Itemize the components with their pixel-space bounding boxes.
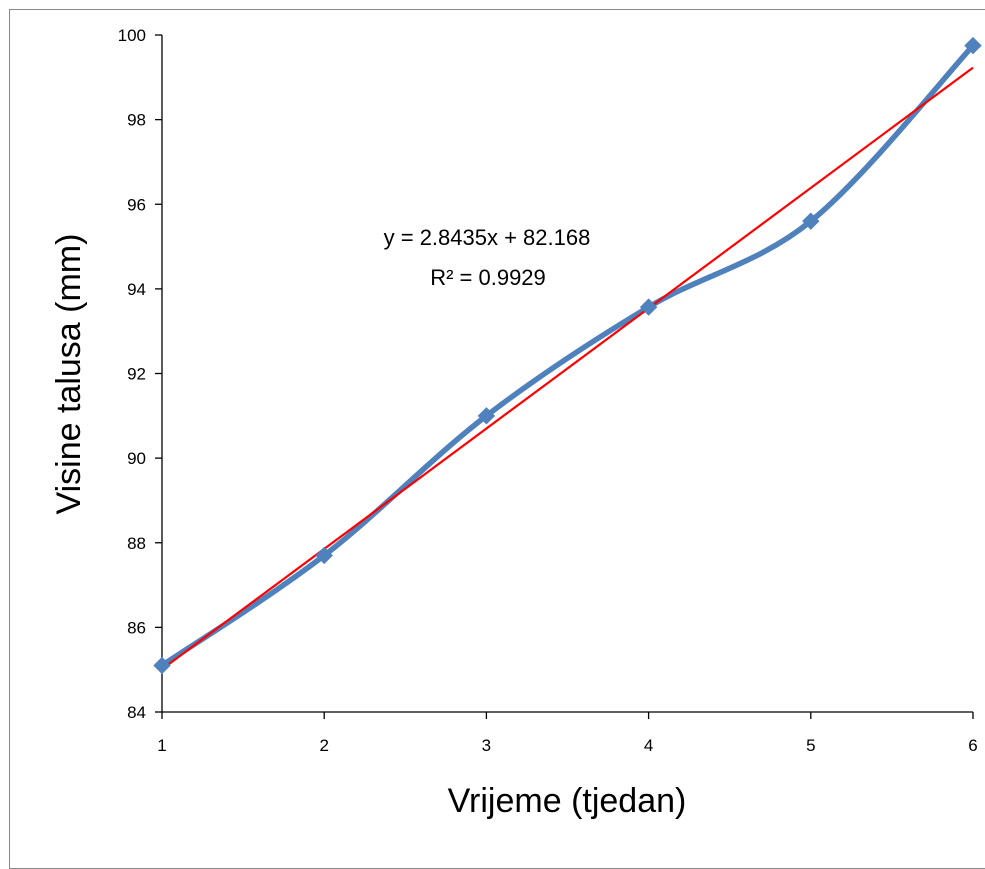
data-point-marker: [802, 212, 820, 230]
y-tick-label: 88: [127, 534, 146, 553]
x-tick-label: 6: [968, 736, 977, 755]
y-tick-label: 100: [118, 26, 146, 45]
trendline-equation-label: y = 2.8435x + 82.168: [384, 225, 591, 250]
y-axis-title: Visine talusa (mm): [50, 234, 88, 515]
x-tick-label: 3: [482, 736, 491, 755]
trendline-r2-label: R² = 0.9929: [430, 265, 546, 290]
tick-labels: 84 86 88 90 92 94 96 98 100 1 2 3 4 5 6: [118, 26, 978, 755]
data-point-marker: [153, 656, 171, 675]
data-point-marker: [477, 407, 496, 425]
y-tick-label: 98: [127, 111, 146, 130]
y-tick-label: 96: [127, 195, 146, 214]
x-axis-title: Vrijeme (tjedan): [448, 782, 687, 820]
y-tick-label: 84: [127, 703, 146, 722]
line-chart: 84 86 88 90 92 94 96 98 100 1 2 3 4 5 6 Vrijeme (tjeda…: [50, 26, 982, 820]
trendline: [161, 66, 974, 671]
axes: [155, 34, 974, 719]
x-tick-label: 5: [806, 736, 815, 755]
y-tick-label: 90: [127, 449, 146, 468]
data-point-marker: [315, 546, 333, 565]
x-tick-label: 1: [157, 736, 166, 755]
data-point-marker: [639, 298, 658, 316]
x-tick-label: 4: [644, 736, 653, 755]
y-tick-label: 94: [127, 280, 146, 299]
series-line: [159, 42, 976, 669]
y-tick-label: 92: [127, 365, 146, 384]
chart-frame: [9, 9, 985, 869]
x-tick-label: 2: [319, 736, 328, 755]
y-tick-label: 86: [127, 618, 146, 637]
data-point-marker: [964, 36, 982, 55]
series-group: [153, 36, 982, 675]
